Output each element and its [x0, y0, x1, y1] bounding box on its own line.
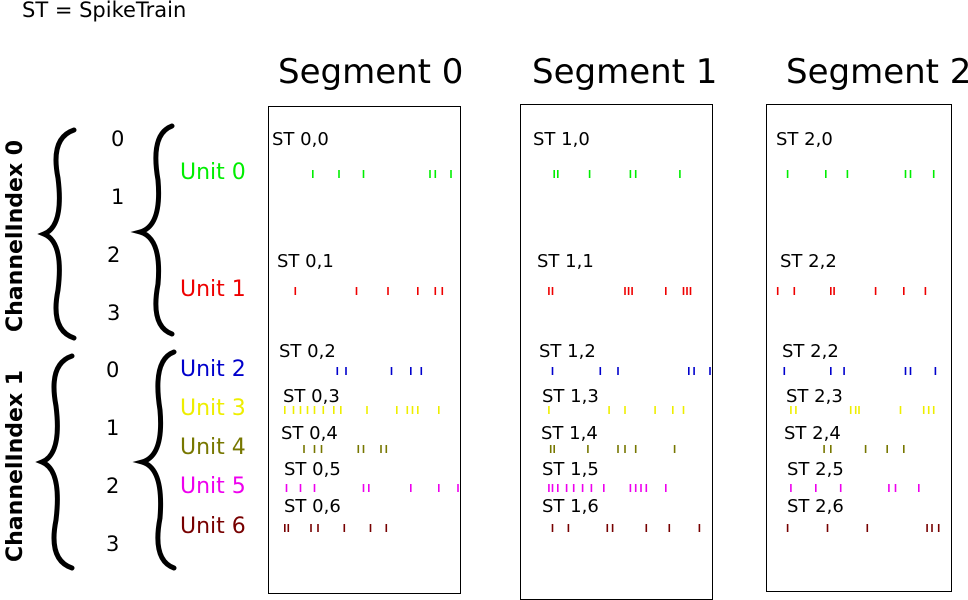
unit-group-0-brace: [130, 123, 175, 337]
segment-1-title: Segment 1: [532, 52, 718, 92]
unit-0-label: Unit 0: [180, 160, 246, 185]
spiketrain-label: ST 0,1: [277, 251, 334, 272]
channel-number: 2: [107, 243, 121, 267]
spiketrain-label: ST 1,5: [542, 459, 599, 480]
channel-index-1-brace: [35, 353, 75, 571]
spiketrain-label: ST 1,2: [539, 341, 596, 362]
unit-group-1-brace: [132, 349, 177, 571]
unit-4-label: Unit 4: [180, 435, 246, 460]
channel-number: 1: [111, 185, 125, 209]
spiketrain-label: ST 1,6: [542, 496, 599, 517]
unit-6-label: Unit 6: [180, 514, 246, 539]
spiketrain-label: ST 1,4: [541, 423, 598, 444]
unit-1-label: Unit 1: [180, 277, 246, 302]
spiketrain-label: ST 2,3: [786, 386, 843, 407]
spiketrain-label: ST 1,0: [533, 129, 590, 150]
channel-index-0-brace: [37, 127, 77, 341]
spiketrain-label: ST 2,0: [776, 129, 833, 150]
unit-5-label: Unit 5: [180, 474, 246, 499]
segment-0-box: [268, 106, 461, 594]
spiketrain-label: ST 0,2: [279, 341, 336, 362]
spiketrain-label: ST 2,6: [787, 496, 844, 517]
legend-text: ST = SpikeTrain: [22, 0, 187, 22]
channel-number: 2: [106, 474, 120, 498]
spiketrain-label: ST 0,6: [284, 496, 341, 517]
spiketrain-label: ST 2,4: [784, 423, 841, 444]
segment-2-title: Segment 2: [786, 52, 968, 92]
channel-number: 3: [107, 301, 121, 325]
spiketrain-label: ST 2,2: [782, 341, 839, 362]
unit-3-label: Unit 3: [180, 396, 246, 421]
spiketrain-label: ST 2,5: [787, 459, 844, 480]
unit-2-label: Unit 2: [180, 357, 246, 382]
spiketrain-label: ST 0,3: [283, 386, 340, 407]
spiketrain-label: ST 0,0: [272, 129, 329, 150]
segment-0-title: Segment 0: [278, 52, 464, 92]
channel-number: 0: [111, 127, 125, 151]
channel-number: 3: [106, 532, 120, 556]
spiketrain-label: ST 0,4: [281, 423, 338, 444]
channel-number: 1: [106, 416, 120, 440]
segment-2-box: [766, 104, 952, 592]
spiketrain-label: ST 2,2: [780, 251, 837, 272]
spiketrain-label: ST 1,1: [537, 251, 594, 272]
spiketrain-label: ST 0,5: [284, 459, 341, 480]
spiketrain-label: ST 1,3: [542, 386, 599, 407]
channel-number: 0: [106, 358, 120, 382]
